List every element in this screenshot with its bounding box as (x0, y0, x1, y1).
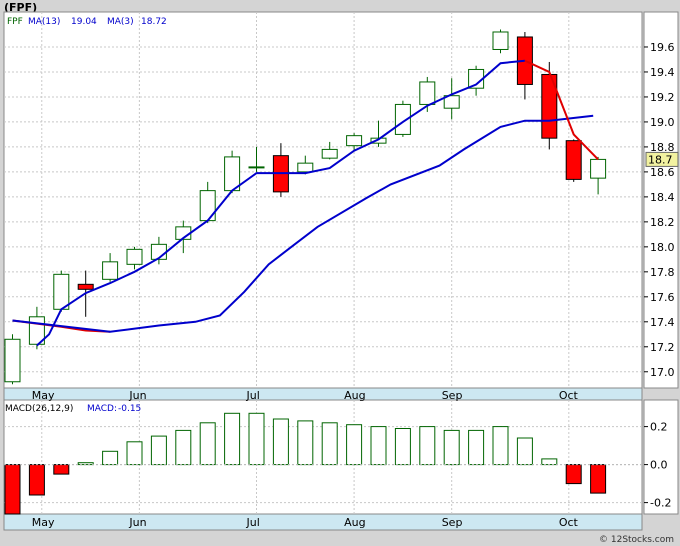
macd-legend-label: MACD(26,12,9) (5, 404, 73, 414)
month-label: Jul (246, 389, 260, 402)
legend-ma13-value: 19.04 (71, 17, 97, 27)
macd-bar (102, 450, 119, 466)
macd-bar (394, 428, 411, 466)
chart-title: (FPF) (4, 1, 38, 14)
candle-up (590, 158, 607, 179)
candle-up (394, 103, 411, 135)
price-axis-panel (643, 11, 679, 389)
price-tick-label: 18.0 (650, 241, 675, 254)
candle-up (102, 261, 119, 280)
macd-bar (468, 429, 485, 466)
legend-ma3-label: MA(3) (107, 17, 134, 27)
price-tick-label: 18.6 (650, 166, 675, 179)
candle-up (248, 166, 265, 169)
macd-bar (248, 412, 265, 466)
price-tick-label: 18.8 (650, 141, 675, 154)
macd-tick-label: 0.0 (650, 459, 668, 472)
month-label: May (32, 389, 55, 402)
macd-axis-panel (643, 399, 679, 515)
price-month-strip (3, 387, 643, 401)
macd-bar (272, 418, 289, 466)
macd-bar (370, 426, 387, 466)
month-label: Aug (344, 389, 365, 402)
legend-ticker: FPF (7, 17, 23, 27)
price-tick-label: 17.8 (650, 266, 675, 279)
month-label: Oct (559, 389, 579, 402)
month-label-macd: Jul (246, 516, 260, 529)
price-tick-label: 18.2 (650, 216, 675, 229)
candle-up (370, 137, 387, 144)
candle-up (419, 81, 436, 105)
macd-bar (175, 429, 192, 466)
candle-up (321, 148, 338, 159)
month-label-macd: Sep (442, 516, 463, 529)
candle-up (297, 162, 314, 173)
macd-bar (150, 435, 167, 466)
candle-up (53, 273, 70, 310)
price-tick-label: 19.0 (650, 116, 675, 129)
price-tick-label: 17.0 (650, 366, 675, 379)
macd-bar (516, 437, 533, 466)
month-label-macd: May (32, 516, 55, 529)
price-tick-label: 17.6 (650, 291, 675, 304)
month-label-macd: Oct (559, 516, 579, 529)
month-label-macd: Jun (128, 516, 146, 529)
macd-bar (224, 412, 241, 466)
macd-bar (4, 464, 21, 515)
ma-red-line-recent (524, 59, 599, 161)
price-tick-label: 17.2 (650, 341, 675, 354)
macd-tick-label: -0.2 (650, 497, 671, 510)
macd-legend-name: MACD: (87, 404, 117, 414)
candle-up (492, 31, 509, 50)
candle-up (126, 248, 143, 265)
credit-text: © 12Stocks.com (599, 535, 674, 545)
last-price-label: 18.7 (648, 153, 673, 166)
macd-bar (126, 441, 143, 466)
macd-bar (321, 422, 338, 466)
month-label: Jun (128, 389, 146, 402)
macd-tick-label: 0.2 (650, 421, 668, 434)
candle-up (4, 338, 21, 383)
candle-up (346, 135, 363, 147)
last-price-box (645, 151, 679, 167)
price-tick-label: 19.4 (650, 66, 675, 79)
price-tick-label: 18.4 (650, 191, 675, 204)
month-label-macd: Aug (344, 516, 365, 529)
macd-bar (492, 426, 509, 466)
candle-down (565, 140, 582, 180)
month-label: Sep (442, 389, 463, 402)
price-tick-label: 19.2 (650, 91, 675, 104)
macd-bar (565, 464, 582, 485)
price-tick-label: 17.4 (650, 316, 675, 329)
candle-up (224, 156, 241, 192)
ma-blue-line-recent (36, 59, 526, 347)
macd-month-strip (3, 513, 643, 531)
candle-up (443, 95, 460, 109)
candle-up (199, 190, 216, 222)
macd-bar (53, 464, 70, 475)
ma13-line (12, 114, 594, 333)
price-tick-label: 19.6 (650, 41, 675, 54)
macd-bar (419, 426, 436, 466)
price-panel (3, 11, 643, 389)
macd-legend-value: -0.15 (118, 404, 141, 414)
macd-bar (541, 458, 558, 466)
macd-bar (28, 464, 45, 496)
macd-bar (297, 420, 314, 466)
macd-bar (443, 429, 460, 466)
candle-down (77, 283, 94, 290)
macd-bar (590, 464, 607, 494)
legend-ma3-value: 18.72 (141, 17, 167, 27)
macd-bar (346, 424, 363, 466)
legend-ma13-label: MA(13) (28, 17, 60, 27)
macd-bar (199, 422, 216, 466)
